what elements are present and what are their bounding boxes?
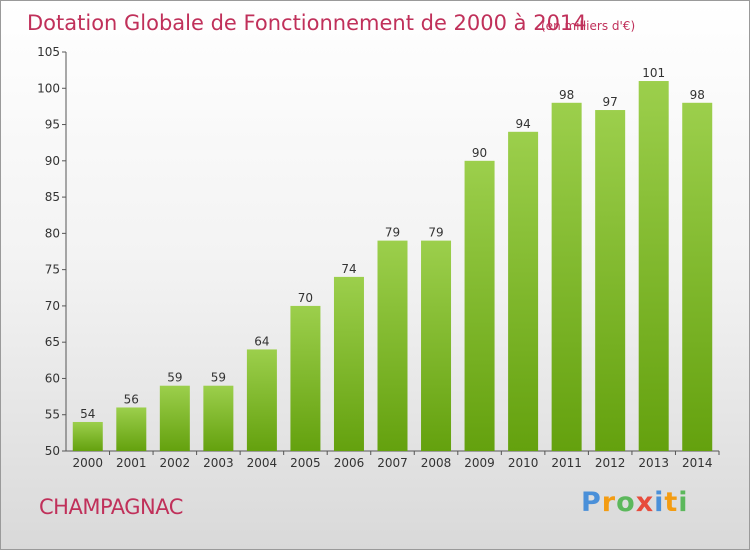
data-label-2000: 54 [80, 407, 95, 421]
y-tick-label: 50 [45, 444, 60, 458]
brand-letter: t [664, 487, 679, 518]
proxiti-logo[interactable]: Proxiti [581, 487, 689, 518]
x-tick-label: 2010 [508, 456, 539, 470]
data-label-2010: 94 [515, 117, 530, 131]
data-label-2003: 59 [211, 371, 226, 385]
brand-letter: x [635, 487, 655, 518]
y-tick-label: 55 [45, 408, 60, 422]
data-label-2006: 74 [341, 262, 356, 276]
chart-title: Dotation Globale de Fonctionnement de 20… [27, 11, 587, 35]
brand-letter: r [601, 487, 617, 518]
brand-letter: P [581, 487, 602, 518]
bar-2009 [464, 160, 495, 451]
data-label-2007: 79 [385, 226, 400, 240]
brand-letter: o [616, 487, 636, 518]
y-tick-label: 65 [45, 335, 60, 349]
bars [72, 81, 713, 452]
x-tick-label: 2008 [421, 456, 452, 470]
data-labels: 54 56 59 59 64 70 74 79 79 90 94 98 97 101 98 [80, 66, 705, 421]
bar-2014 [682, 102, 713, 452]
bar-2011 [551, 102, 582, 452]
data-label-2009: 90 [472, 146, 487, 160]
data-label-2002: 59 [167, 371, 182, 385]
x-tick-label: 2003 [203, 456, 234, 470]
bar-2005 [290, 305, 321, 451]
chart-subtitle: (en milliers d'€) [541, 19, 635, 33]
x-tick-label: 2001 [116, 456, 147, 470]
data-label-2004: 64 [254, 334, 269, 348]
x-tick-label: 2007 [377, 456, 408, 470]
bar-2004 [246, 349, 277, 451]
data-label-2008: 79 [428, 226, 443, 240]
x-tick-label: 2005 [290, 456, 321, 470]
y-tick-label: 105 [37, 45, 60, 59]
brand-letter: i [678, 487, 689, 518]
x-tick-label: 2011 [551, 456, 582, 470]
x-tick-label: 2014 [682, 456, 713, 470]
x-tick-label: 2009 [464, 456, 495, 470]
x-axis: 2000 2001 2002 2003 2004 2005 2006 2007 2008 2009… [66, 450, 720, 470]
bar-2002 [159, 385, 190, 451]
bar-2007 [377, 240, 408, 451]
bar-2010 [508, 131, 539, 452]
bar-2003 [203, 385, 234, 451]
data-label-2012: 97 [603, 95, 618, 109]
x-tick-label: 2002 [160, 456, 191, 470]
y-tick-label: 85 [45, 190, 60, 204]
y-axis: 50 55 60 65 70 75 80 85 90 95 100 105 [37, 45, 67, 458]
y-tick-label: 75 [45, 263, 60, 277]
y-tick-label: 60 [45, 371, 60, 385]
y-tick-label: 90 [45, 154, 60, 168]
bar-2000 [72, 421, 103, 451]
x-tick-label: 2013 [638, 456, 669, 470]
y-tick-label: 95 [45, 118, 60, 132]
data-label-2001: 56 [124, 392, 139, 406]
data-label-2014: 98 [690, 88, 705, 102]
y-tick-label: 100 [37, 81, 60, 95]
y-tick-label: 70 [45, 299, 60, 313]
bar-2006 [333, 276, 364, 451]
commune-name: CHAMPAGNAC [39, 495, 183, 519]
brand-letter: i [654, 487, 665, 518]
data-label-2013: 101 [642, 66, 665, 80]
bar-2008 [421, 240, 452, 451]
data-label-2011: 98 [559, 88, 574, 102]
bar-2013 [638, 81, 669, 451]
x-tick-label: 2006 [334, 456, 365, 470]
x-tick-label: 2004 [247, 456, 278, 470]
bar-2001 [116, 407, 147, 451]
y-tick-label: 80 [45, 226, 60, 240]
bar-2012 [595, 110, 626, 451]
data-label-2005: 70 [298, 291, 313, 305]
x-tick-label: 2000 [72, 456, 103, 470]
x-tick-label: 2012 [595, 456, 626, 470]
